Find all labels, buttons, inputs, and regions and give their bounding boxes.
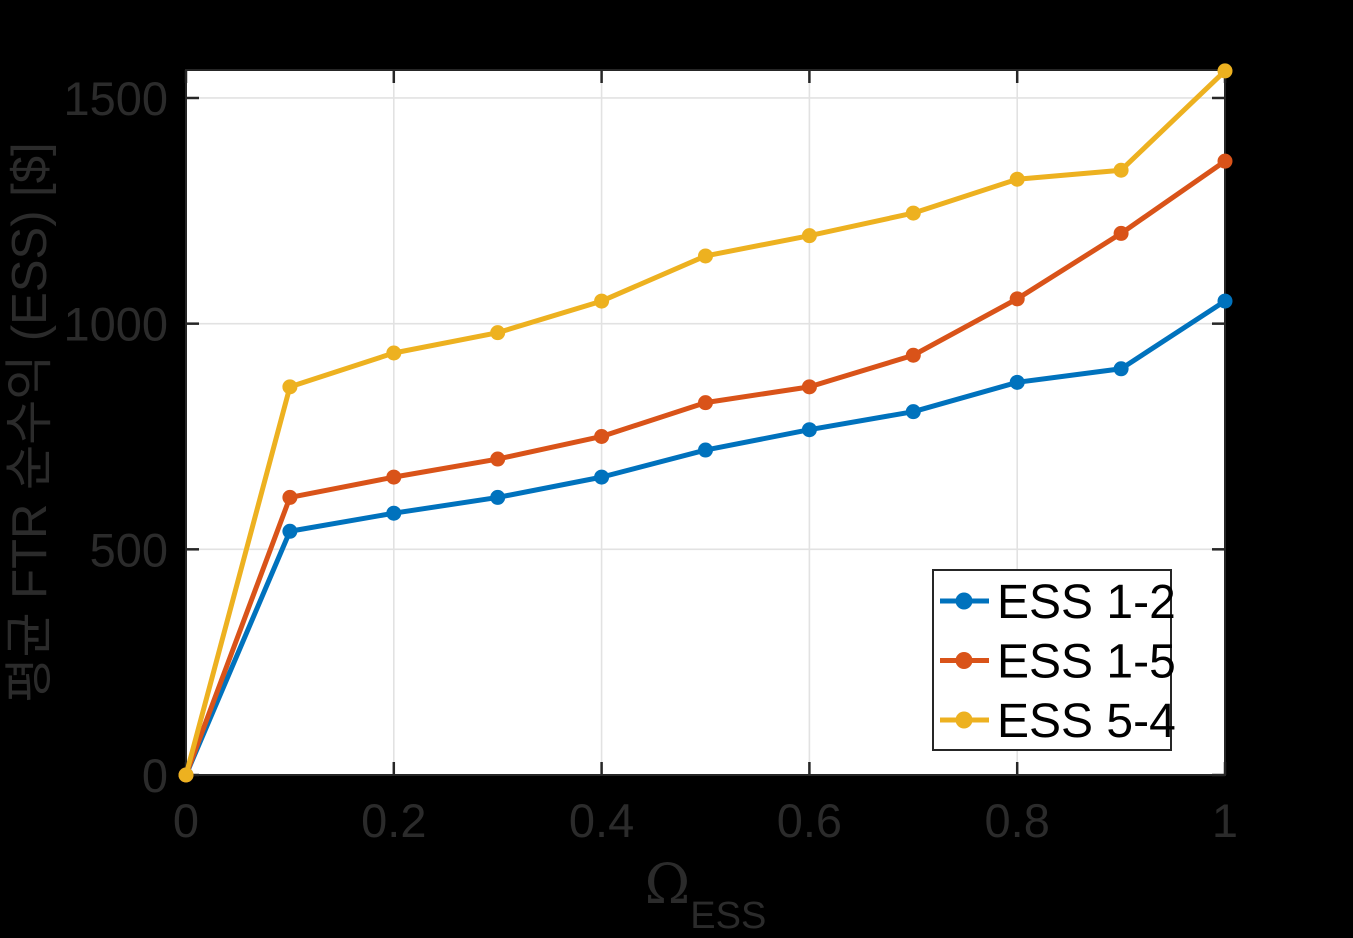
data-marker-ess-1-2: [1217, 293, 1233, 309]
data-marker-ess-5-4: [1009, 171, 1025, 187]
data-marker-ess-5-4: [178, 767, 194, 783]
data-marker-ess-1-2: [1113, 361, 1129, 377]
x-axis-label: ΩESS: [645, 852, 767, 937]
x-tick-label: 0.6: [777, 794, 842, 847]
data-marker-ess-5-4: [905, 205, 921, 221]
data-marker-ess-1-5: [801, 379, 817, 395]
data-marker-ess-1-5: [490, 451, 506, 467]
data-marker-ess-1-5: [594, 428, 610, 444]
x-tick-label: 0.2: [361, 794, 426, 847]
data-marker-ess-1-5: [386, 469, 402, 485]
data-marker-ess-1-5: [282, 489, 298, 505]
legend-label: ESS 1-5: [997, 636, 1176, 689]
y-tick-label: 1000: [63, 298, 168, 351]
legend-label: ESS 5-4: [997, 695, 1176, 748]
y-tick-label: 500: [90, 523, 168, 576]
x-tick-label: 0: [173, 794, 199, 847]
y-tick-label: 0: [142, 749, 168, 802]
data-marker-ess-1-5: [698, 395, 713, 411]
legend-label: ESS 1-2: [997, 576, 1176, 629]
axes-box: [185, 69, 1226, 776]
data-marker-ess-5-4: [801, 228, 817, 244]
data-marker-ess-1-2: [801, 422, 817, 438]
data-marker-ess-5-4: [1113, 162, 1129, 178]
x-tick-label: 0.8: [985, 794, 1050, 847]
data-marker-ess-1-5: [905, 347, 921, 363]
data-marker-ess-1-2: [905, 404, 921, 420]
data-marker-ess-1-2: [386, 505, 402, 521]
data-marker-ess-1-5: [1009, 291, 1025, 307]
data-marker-ess-5-4: [386, 345, 402, 361]
data-marker-ess-1-2: [282, 523, 298, 539]
x-tick-label: 0.4: [569, 794, 634, 847]
x-tick-label: 1: [1212, 794, 1238, 847]
data-marker-ess-1-2: [698, 442, 713, 458]
data-marker-ess-5-4: [1217, 63, 1233, 79]
data-marker-ess-5-4: [490, 325, 506, 341]
data-marker-ess-5-4: [282, 379, 298, 395]
data-marker-ess-1-5: [1217, 153, 1233, 169]
data-marker-ess-1-2: [490, 489, 506, 505]
data-marker-ess-1-5: [1113, 225, 1129, 241]
data-marker-ess-5-4: [698, 248, 713, 264]
y-axis-label: 평균 FTR 순수익 (ESS) [$]: [3, 142, 57, 702]
data-marker-ess-5-4: [594, 293, 610, 309]
legend-marker: [955, 711, 973, 729]
legend-marker: [955, 592, 973, 610]
data-marker-ess-1-2: [594, 469, 610, 485]
data-marker-ess-1-2: [1009, 374, 1025, 390]
legend-marker: [955, 652, 973, 669]
y-tick-label: 1500: [63, 72, 168, 125]
legend: ESS 1-2 ESS 1-5 ESS 5-4: [932, 569, 1176, 751]
